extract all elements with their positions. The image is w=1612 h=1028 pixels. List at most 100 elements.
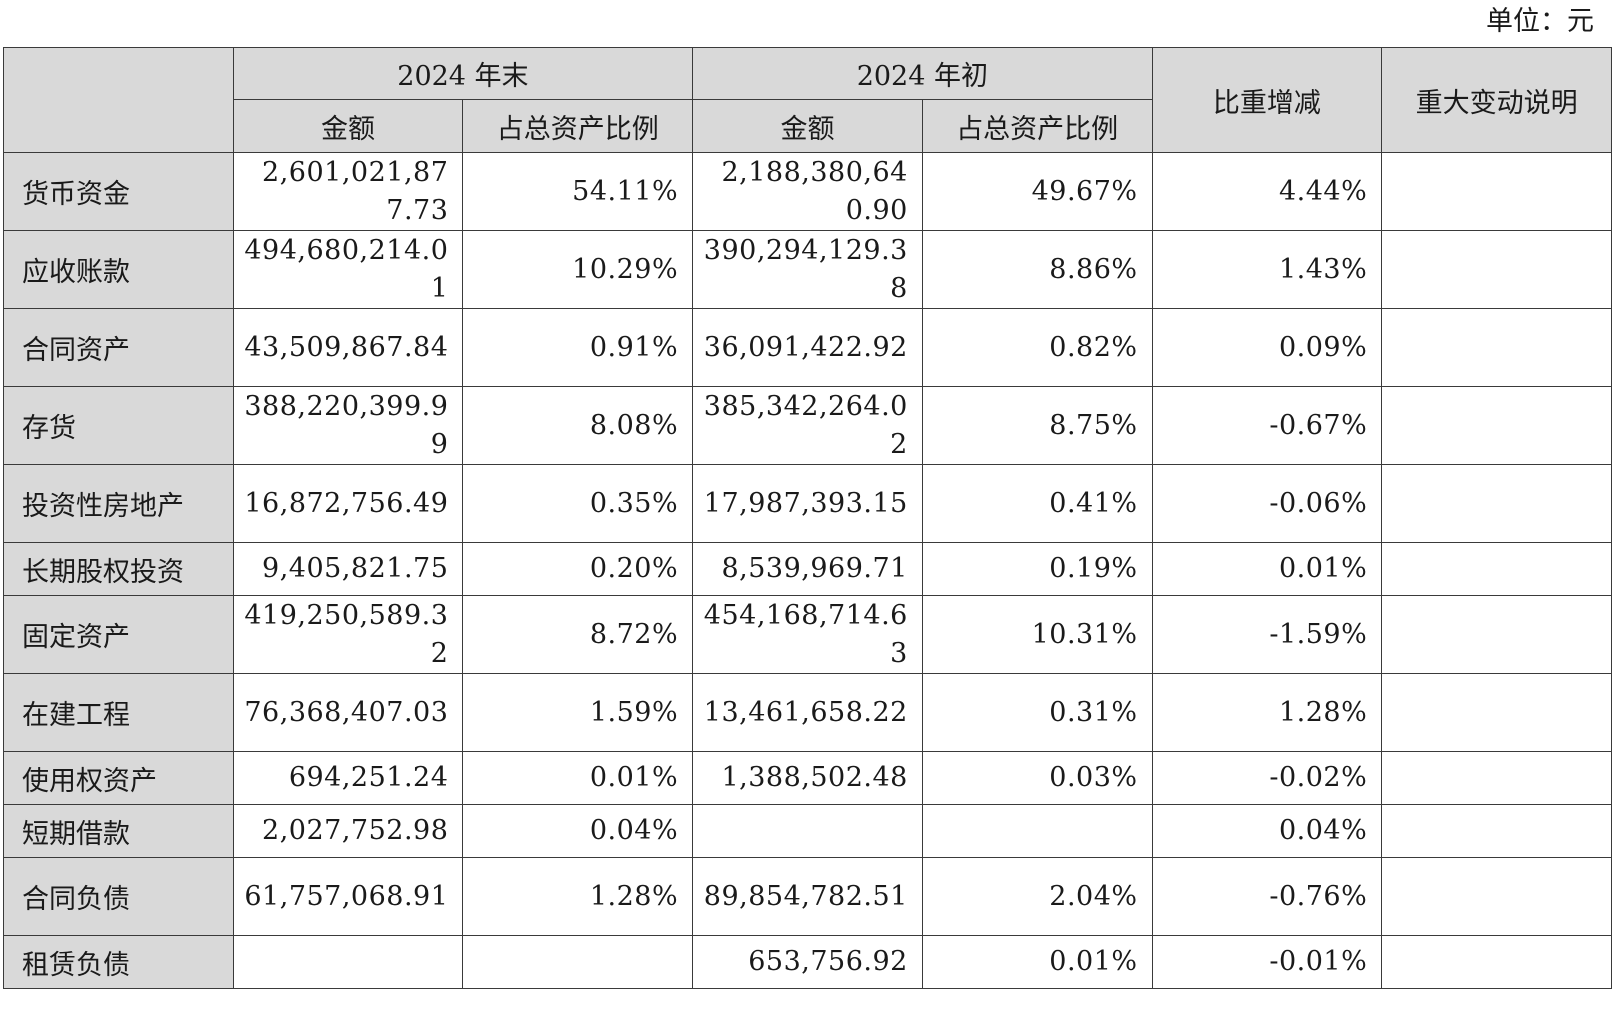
table-header: 2024 年末 2024 年初 比重增减 重大变动说明 金额 占总资产比例 金额… (3, 47, 1612, 153)
row-label: 长期股权投资 (3, 542, 234, 596)
end-ratio-cell: 0.04% (462, 804, 694, 858)
begin-amount-cell: 390,294,129.38 (692, 230, 923, 309)
row-label: 投资性房地产 (3, 464, 234, 543)
end-amount-cell: 16,872,756.49 (232, 464, 464, 543)
end-ratio-cell: 0.91% (462, 308, 694, 387)
explain-cell (1381, 386, 1612, 465)
end-ratio-cell: 1.59% (462, 673, 694, 752)
row-label: 在建工程 (3, 673, 234, 752)
end-ratio-cell: 10.29% (462, 230, 694, 309)
table-row: 短期借款 2,027,752.98 0.04% 0.04% (3, 804, 1612, 858)
change-cell: -0.67% (1151, 386, 1383, 465)
begin-amount-cell: 17,987,393.15 (692, 464, 923, 543)
header-begin-ratio: 占总资产比例 (921, 99, 1153, 153)
table-row: 使用权资产 694,251.24 0.01% 1,388,502.48 0.03… (3, 751, 1612, 805)
header-end-ratio: 占总资产比例 (462, 99, 694, 153)
explain-cell (1381, 464, 1612, 543)
header-explain: 重大变动说明 (1381, 47, 1612, 153)
explain-cell (1381, 152, 1612, 231)
end-amount-cell: 494,680,214.01 (232, 230, 464, 309)
header-end-amount: 金额 (232, 99, 464, 153)
table-row: 在建工程 76,368,407.03 1.59% 13,461,658.22 0… (3, 673, 1612, 752)
header-item-blank (3, 47, 234, 153)
end-amount-cell: 43,509,867.84 (232, 308, 464, 387)
table-row: 长期股权投资 9,405,821.75 0.20% 8,539,969.71 0… (3, 542, 1612, 596)
begin-amount-cell: 13,461,658.22 (692, 673, 923, 752)
header-begin-amount: 金额 (692, 99, 923, 153)
explain-cell (1381, 935, 1612, 989)
row-label: 应收账款 (3, 230, 234, 309)
end-amount-cell: 694,251.24 (232, 751, 464, 805)
end-amount-cell: 2,027,752.98 (232, 804, 464, 858)
table-row: 合同资产 43,509,867.84 0.91% 36,091,422.92 0… (3, 308, 1612, 387)
explain-cell (1381, 673, 1612, 752)
table-row: 固定资产 419,250,589.32 8.72% 454,168,714.63… (3, 595, 1612, 674)
end-amount-cell (232, 935, 464, 989)
end-ratio-cell: 54.11% (462, 152, 694, 231)
end-amount-cell: 388,220,399.99 (232, 386, 464, 465)
change-cell: -1.59% (1151, 595, 1383, 674)
table-row: 合同负债 61,757,068.91 1.28% 89,854,782.51 2… (3, 857, 1612, 936)
end-amount-cell: 76,368,407.03 (232, 673, 464, 752)
end-ratio-cell: 8.72% (462, 595, 694, 674)
begin-amount-cell: 454,168,714.63 (692, 595, 923, 674)
explain-cell (1381, 230, 1612, 309)
begin-ratio-cell: 0.01% (921, 935, 1153, 989)
begin-ratio-cell: 0.31% (921, 673, 1153, 752)
begin-ratio-cell: 2.04% (921, 857, 1153, 936)
table-row: 存货 388,220,399.99 8.08% 385,342,264.02 8… (3, 386, 1612, 465)
change-cell: 0.09% (1151, 308, 1383, 387)
begin-ratio-cell (921, 804, 1153, 858)
table-row: 货币资金 2,601,021,877.73 54.11% 2,188,380,6… (3, 152, 1612, 231)
end-amount-cell: 9,405,821.75 (232, 542, 464, 596)
begin-ratio-cell: 8.86% (921, 230, 1153, 309)
begin-amount-cell: 2,188,380,640.90 (692, 152, 923, 231)
end-amount-cell: 61,757,068.91 (232, 857, 464, 936)
end-amount-cell: 2,601,021,877.73 (232, 152, 464, 231)
begin-amount-cell (692, 804, 923, 858)
table-body: 货币资金 2,601,021,877.73 54.11% 2,188,380,6… (3, 152, 1612, 989)
change-cell: 0.01% (1151, 542, 1383, 596)
change-cell: 1.43% (1151, 230, 1383, 309)
begin-amount-cell: 89,854,782.51 (692, 857, 923, 936)
begin-ratio-cell: 0.19% (921, 542, 1153, 596)
row-label: 使用权资产 (3, 751, 234, 805)
end-ratio-cell: 0.01% (462, 751, 694, 805)
begin-ratio-cell: 0.82% (921, 308, 1153, 387)
end-ratio-cell: 8.08% (462, 386, 694, 465)
change-cell: 1.28% (1151, 673, 1383, 752)
end-amount-cell: 419,250,589.32 (232, 595, 464, 674)
header-year-begin: 2024 年初 (692, 47, 1153, 100)
explain-cell (1381, 804, 1612, 858)
begin-amount-cell: 8,539,969.71 (692, 542, 923, 596)
begin-amount-cell: 385,342,264.02 (692, 386, 923, 465)
end-ratio-cell: 0.20% (462, 542, 694, 596)
header-change: 比重增减 (1151, 47, 1383, 153)
row-label: 存货 (3, 386, 234, 465)
row-label: 合同资产 (3, 308, 234, 387)
end-ratio-cell: 1.28% (462, 857, 694, 936)
explain-cell (1381, 308, 1612, 387)
begin-amount-cell: 36,091,422.92 (692, 308, 923, 387)
row-label: 货币资金 (3, 152, 234, 231)
begin-ratio-cell: 8.75% (921, 386, 1153, 465)
table-row: 投资性房地产 16,872,756.49 0.35% 17,987,393.15… (3, 464, 1612, 543)
header-year-end: 2024 年末 (232, 47, 694, 100)
change-cell: 4.44% (1151, 152, 1383, 231)
begin-ratio-cell: 0.41% (921, 464, 1153, 543)
change-cell: -0.02% (1151, 751, 1383, 805)
row-label: 合同负债 (3, 857, 234, 936)
end-ratio-cell (462, 935, 694, 989)
begin-ratio-cell: 49.67% (921, 152, 1153, 231)
change-cell: -0.01% (1151, 935, 1383, 989)
table-row: 租赁负债 653,756.92 0.01% -0.01% (3, 935, 1612, 989)
balance-sheet-table: 2024 年末 2024 年初 比重增减 重大变动说明 金额 占总资产比例 金额… (3, 47, 1612, 989)
begin-amount-cell: 1,388,502.48 (692, 751, 923, 805)
row-label: 租赁负债 (3, 935, 234, 989)
change-cell: -0.06% (1151, 464, 1383, 543)
unit-label: 单位：元 (1486, 6, 1594, 37)
row-label: 固定资产 (3, 595, 234, 674)
end-ratio-cell: 0.35% (462, 464, 694, 543)
begin-amount-cell: 653,756.92 (692, 935, 923, 989)
explain-cell (1381, 595, 1612, 674)
